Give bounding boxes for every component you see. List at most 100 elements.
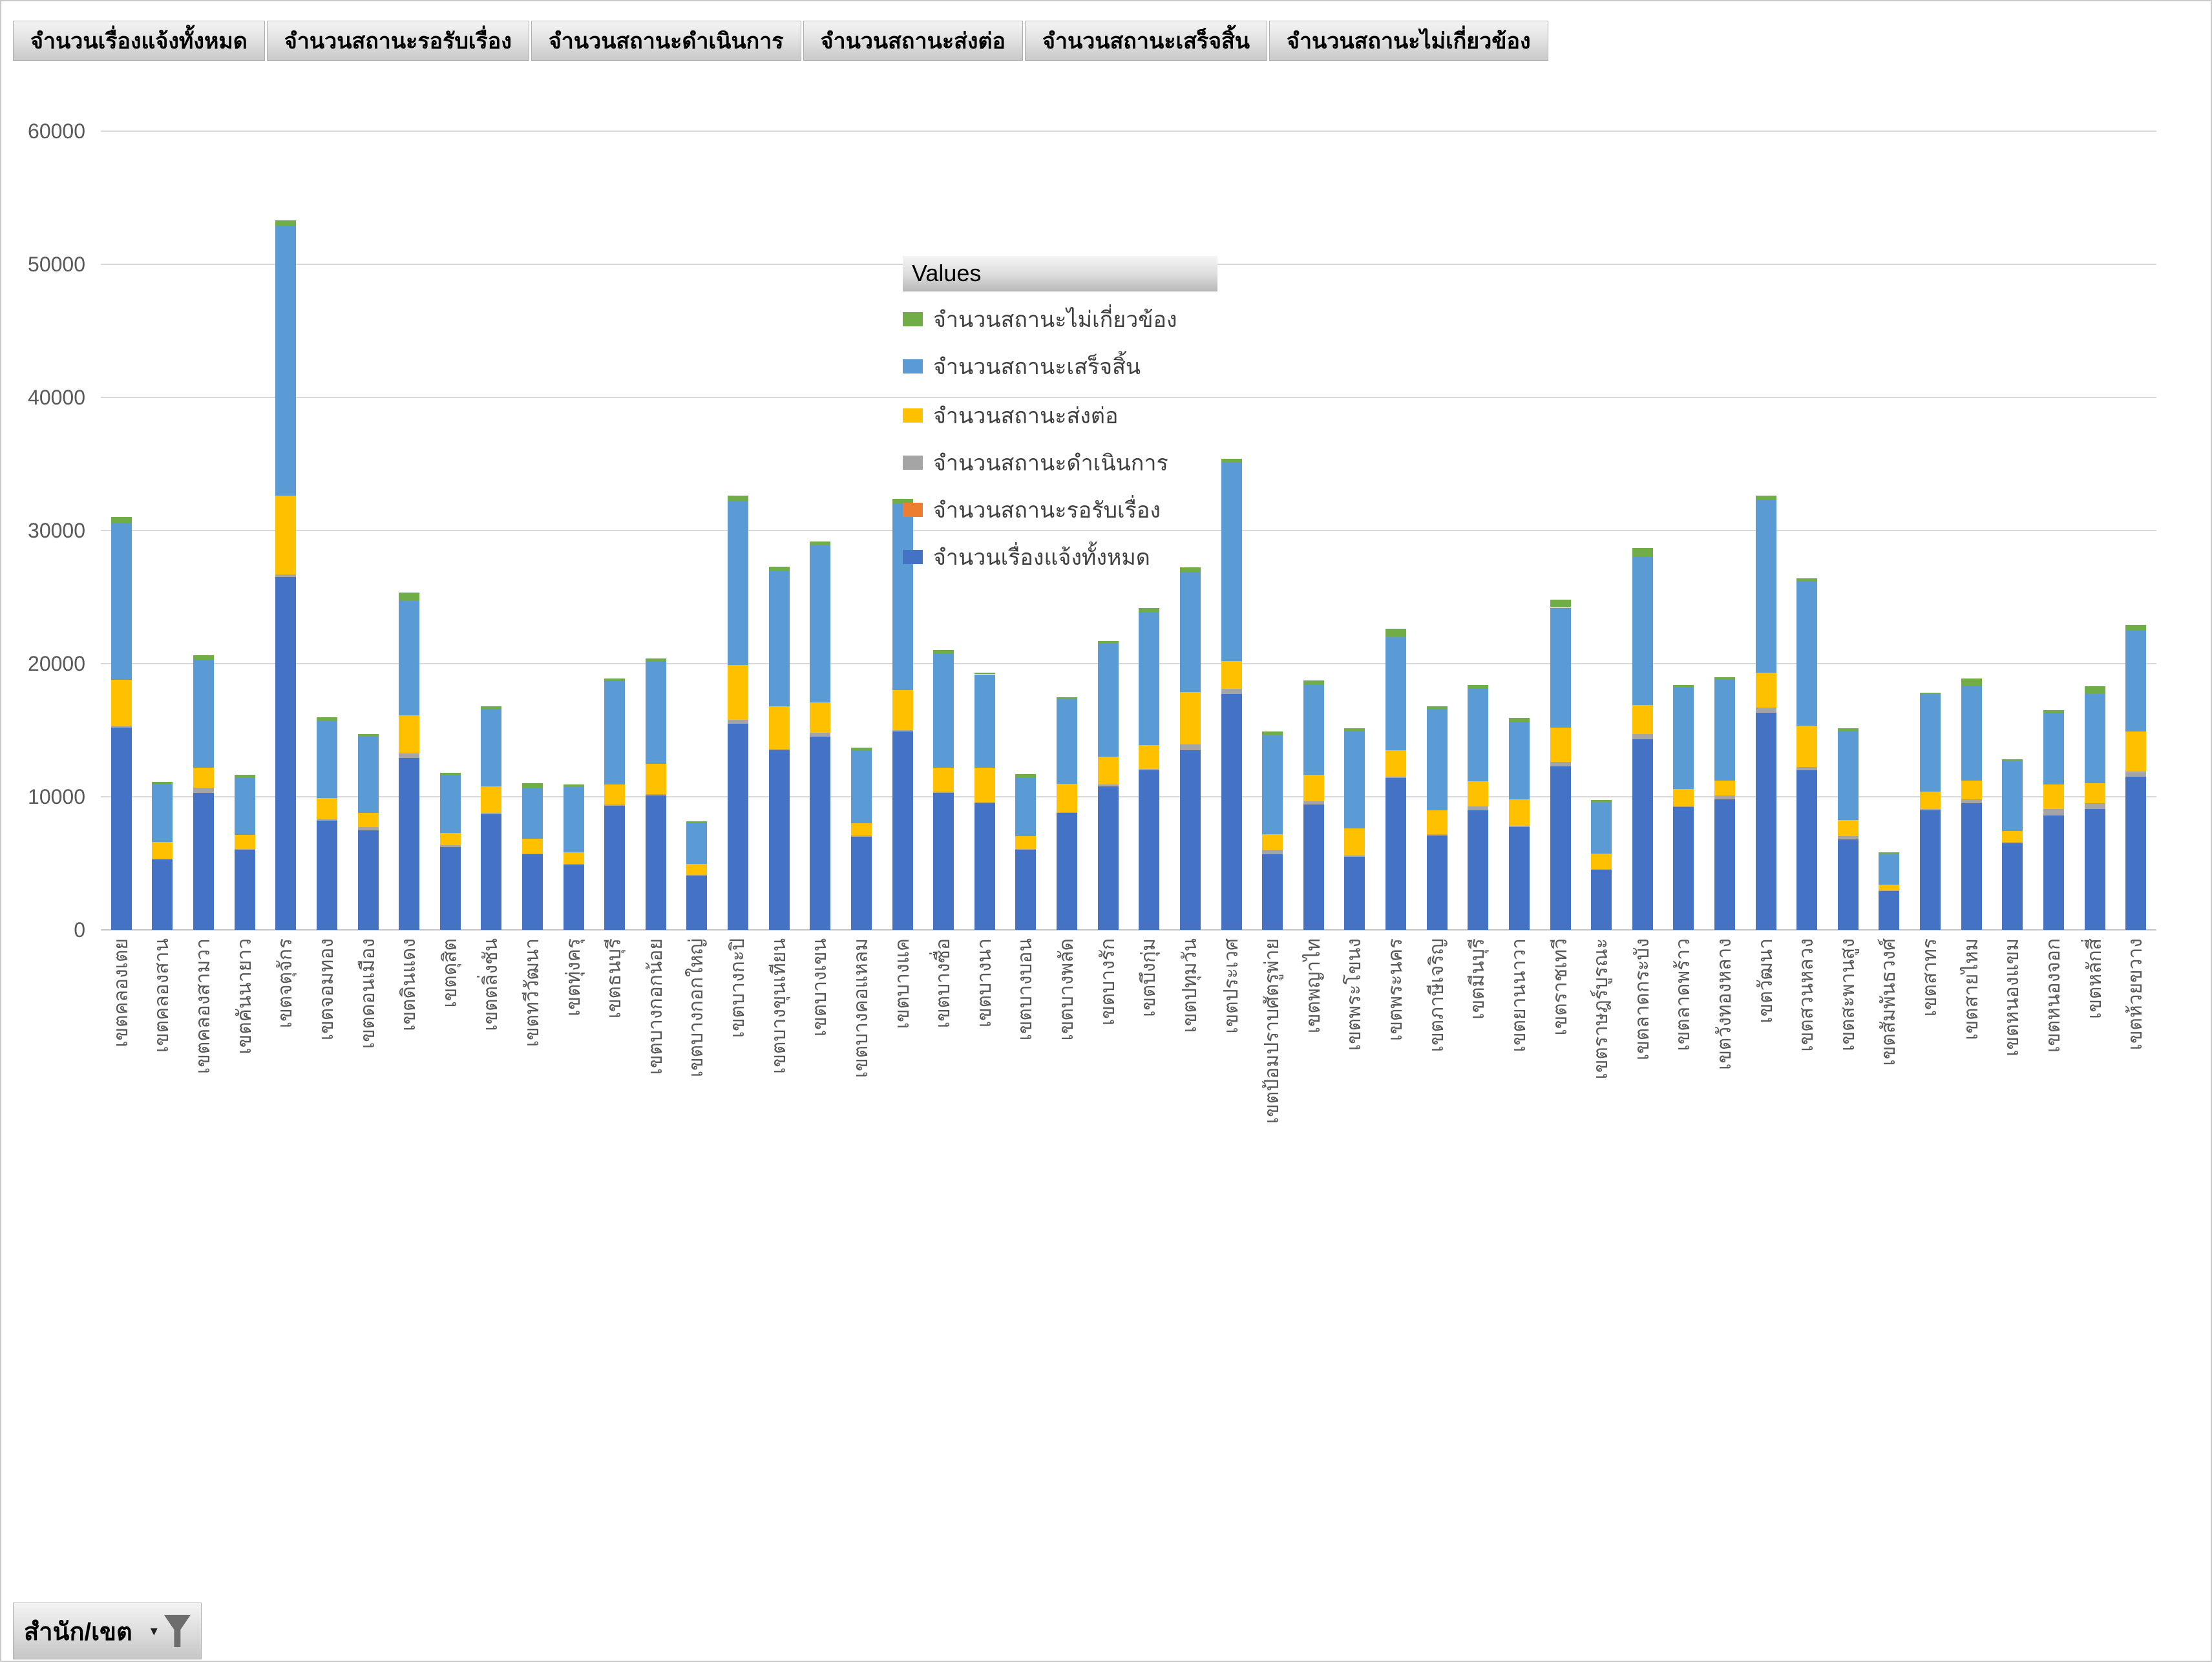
bar-segment-จำนวนสถานะส่งต่อ[interactable] bbox=[1673, 788, 1694, 806]
bar-segment-จำนวนสถานะเสร็จสิ้น[interactable] bbox=[1920, 694, 1941, 792]
bar-segment-จำนวนสถานะไม่เกี่ยวข้อง[interactable] bbox=[974, 673, 995, 675]
bar-segment-จำนวนเรื่องแจ้งทั้งหมด[interactable] bbox=[275, 577, 297, 930]
bar-segment-จำนวนสถานะเสร็จสิ้น[interactable] bbox=[1385, 636, 1407, 750]
bar-segment-จำนวนสถานะไม่เกี่ยวข้อง[interactable] bbox=[1673, 684, 1694, 688]
bar-segment-จำนวนสถานะเสร็จสิ้น[interactable] bbox=[1508, 722, 1530, 800]
bar-segment-จำนวนสถานะส่งต่อ[interactable] bbox=[1179, 692, 1201, 744]
bar-segment-จำนวนสถานะส่งต่อ[interactable] bbox=[645, 763, 666, 794]
bar-segment-จำนวนสถานะส่งต่อ[interactable] bbox=[1837, 820, 1859, 836]
bar-segment-จำนวนสถานะไม่เกี่ยวข้อง[interactable] bbox=[1961, 678, 1982, 687]
bar-segment-จำนวนเรื่องแจ้งทั้งหมด[interactable] bbox=[316, 821, 337, 930]
bar-segment-จำนวนสถานะดำเนินการ[interactable] bbox=[357, 827, 379, 830]
bar-segment-จำนวนสถานะเสร็จสิ้น[interactable] bbox=[1139, 611, 1160, 745]
bar-segment-จำนวนสถานะเสร็จสิ้น[interactable] bbox=[1426, 709, 1448, 810]
bar-segment-จำนวนเรื่องแจ้งทั้งหมด[interactable] bbox=[111, 727, 132, 930]
bar-segment-จำนวนสถานะเสร็จสิ้น[interactable] bbox=[1673, 688, 1694, 789]
bar-segment-จำนวนเรื่องแจ้งทั้งหมด[interactable] bbox=[1837, 839, 1859, 930]
bar-segment-จำนวนสถานะส่งต่อ[interactable] bbox=[1468, 781, 1489, 807]
bar-segment-จำนวนสถานะส่งต่อ[interactable] bbox=[2002, 830, 2023, 843]
bar-segment-จำนวนสถานะไม่เกี่ยวข้อง[interactable] bbox=[2002, 759, 2023, 762]
bar-segment-จำนวนสถานะดำเนินการ[interactable] bbox=[686, 874, 708, 876]
bar-segment-จำนวนสถานะเสร็จสิ้น[interactable] bbox=[1303, 684, 1324, 775]
bar-segment-จำนวนสถานะส่งต่อ[interactable] bbox=[2125, 731, 2147, 772]
bar-segment-จำนวนสถานะไม่เกี่ยวข้อง[interactable] bbox=[1508, 718, 1530, 722]
bar-segment-จำนวนสถานะดำเนินการ[interactable] bbox=[810, 733, 831, 737]
bar-segment-จำนวนเรื่องแจ้งทั้งหมด[interactable] bbox=[2084, 808, 2105, 930]
bar-segment-จำนวนสถานะดำเนินการ[interactable] bbox=[728, 719, 749, 724]
bar-segment-จำนวนสถานะดำเนินการ[interactable] bbox=[1262, 850, 1283, 854]
bar-segment-จำนวนเรื่องแจ้งทั้งหมด[interactable] bbox=[439, 847, 461, 930]
bar-segment-จำนวนสถานะไม่เกี่ยวข้อง[interactable] bbox=[316, 717, 337, 721]
bar-segment-จำนวนสถานะดำเนินการ[interactable] bbox=[439, 845, 461, 848]
bar-segment-จำนวนเรื่องแจ้งทั้งหมด[interactable] bbox=[2002, 843, 2023, 930]
bar-segment-จำนวนสถานะดำเนินการ[interactable] bbox=[275, 574, 297, 578]
bar-segment-จำนวนสถานะเสร็จสิ้น[interactable] bbox=[1221, 462, 1242, 661]
bar-segment-จำนวนสถานะส่งต่อ[interactable] bbox=[275, 496, 297, 574]
bar-segment-จำนวนสถานะเสร็จสิ้น[interactable] bbox=[2084, 694, 2105, 784]
bar-segment-จำนวนเรื่องแจ้งทั้งหมด[interactable] bbox=[1714, 799, 1735, 930]
bar-segment-จำนวนสถานะเสร็จสิ้น[interactable] bbox=[1262, 735, 1283, 834]
bar-segment-จำนวนสถานะไม่เกี่ยวข้อง[interactable] bbox=[768, 566, 790, 571]
bar-segment-จำนวนสถานะดำเนินการ[interactable] bbox=[1385, 777, 1407, 779]
bar-segment-จำนวนสถานะเสร็จสิ้น[interactable] bbox=[2125, 630, 2147, 732]
bar-segment-จำนวนเรื่องแจ้งทั้งหมด[interactable] bbox=[1221, 694, 1242, 930]
bar-segment-จำนวนสถานะดำเนินการ[interactable] bbox=[1796, 766, 1818, 770]
bar-segment-จำนวนสถานะไม่เกี่ยวข้อง[interactable] bbox=[481, 706, 502, 710]
bar-segment-จำนวนเรื่องแจ้งทั้งหมด[interactable] bbox=[563, 865, 584, 930]
bar-segment-จำนวนสถานะเสร็จสิ้น[interactable] bbox=[1632, 557, 1653, 705]
bar-segment-จำนวนสถานะส่งต่อ[interactable] bbox=[1879, 884, 1900, 891]
bar-segment-จำนวนสถานะไม่เกี่ยวข้อง[interactable] bbox=[1097, 641, 1119, 644]
bar-segment-จำนวนสถานะเสร็จสิ้น[interactable] bbox=[193, 659, 215, 768]
bar-segment-จำนวนสถานะดำเนินการ[interactable] bbox=[1920, 808, 1941, 810]
bar-segment-จำนวนสถานะดำเนินการ[interactable] bbox=[1303, 801, 1324, 805]
bar-segment-จำนวนเรื่องแจ้งทั้งหมด[interactable] bbox=[1468, 810, 1489, 930]
bar-segment-จำนวนสถานะดำเนินการ[interactable] bbox=[1550, 762, 1571, 766]
filter-button-office-district[interactable]: สำนัก/เขต ▾ bbox=[13, 1603, 202, 1659]
bar-segment-จำนวนสถานะส่งต่อ[interactable] bbox=[933, 767, 954, 792]
bar-segment-จำนวนสถานะดำเนินการ[interactable] bbox=[316, 819, 337, 821]
bar-segment-จำนวนสถานะส่งต่อ[interactable] bbox=[1714, 781, 1735, 795]
bar-segment-จำนวนสถานะเสร็จสิ้น[interactable] bbox=[399, 601, 420, 716]
field-button-unrelated[interactable]: จำนวนสถานะไม่เกี่ยวข้อง bbox=[1269, 21, 1548, 61]
bar-segment-จำนวนสถานะดำเนินการ[interactable] bbox=[1468, 806, 1489, 810]
bar-segment-จำนวนสถานะส่งต่อ[interactable] bbox=[1303, 775, 1324, 802]
bar-segment-จำนวนเรื่องแจ้งทั้งหมด[interactable] bbox=[933, 792, 954, 930]
bar-segment-จำนวนสถานะดำเนินการ[interactable] bbox=[111, 726, 132, 728]
bar-segment-จำนวนสถานะดำเนินการ[interactable] bbox=[1755, 708, 1776, 713]
bar-segment-จำนวนสถานะไม่เกี่ยวข้อง[interactable] bbox=[1179, 567, 1201, 573]
bar-segment-จำนวนสถานะดำเนินการ[interactable] bbox=[1097, 784, 1119, 786]
field-button-pending[interactable]: จำนวนสถานะรอรับเรื่อง bbox=[266, 21, 529, 61]
bar-segment-จำนวนเรื่องแจ้งทั้งหมด[interactable] bbox=[2125, 777, 2147, 930]
field-button-total[interactable]: จำนวนเรื่องแจ้งทั้งหมด bbox=[13, 21, 265, 61]
bar-segment-จำนวนสถานะดำเนินการ[interactable] bbox=[974, 802, 995, 804]
bar-segment-จำนวนสถานะดำเนินการ[interactable] bbox=[1879, 890, 1900, 892]
bar-segment-จำนวนสถานะไม่เกี่ยวข้อง[interactable] bbox=[1632, 547, 1653, 558]
bar-segment-จำนวนเรื่องแจ้งทั้งหมด[interactable] bbox=[850, 836, 872, 930]
bar-segment-จำนวนสถานะไม่เกี่ยวข้อง[interactable] bbox=[1303, 680, 1324, 684]
bar-segment-จำนวนสถานะดำเนินการ[interactable] bbox=[1426, 834, 1448, 836]
bar-segment-จำนวนสถานะไม่เกี่ยวข้อง[interactable] bbox=[1468, 684, 1489, 689]
bar-segment-จำนวนสถานะดำเนินการ[interactable] bbox=[1837, 836, 1859, 839]
bar-segment-จำนวนสถานะเสร็จสิ้น[interactable] bbox=[1879, 854, 1900, 885]
bar-segment-จำนวนสถานะส่งต่อ[interactable] bbox=[563, 852, 584, 865]
bar-segment-จำนวนสถานะไม่เกี่ยวข้อง[interactable] bbox=[193, 655, 215, 660]
bar-segment-จำนวนสถานะไม่เกี่ยวข้อง[interactable] bbox=[892, 498, 913, 504]
bar-segment-จำนวนสถานะดำเนินการ[interactable] bbox=[1221, 689, 1242, 695]
bar-segment-จำนวนสถานะเสร็จสิ้น[interactable] bbox=[1015, 777, 1037, 836]
bar-segment-จำนวนสถานะดำเนินการ[interactable] bbox=[563, 864, 584, 865]
bar-segment-จำนวนสถานะเสร็จสิ้น[interactable] bbox=[1755, 500, 1776, 673]
bar-segment-จำนวนสถานะส่งต่อ[interactable] bbox=[1961, 781, 1982, 800]
bar-segment-จำนวนสถานะไม่เกี่ยวข้อง[interactable] bbox=[850, 747, 872, 750]
bar-segment-จำนวนเรื่องแจ้งทั้งหมด[interactable] bbox=[1673, 807, 1694, 930]
bar-segment-จำนวนสถานะไม่เกี่ยวข้อง[interactable] bbox=[399, 592, 420, 602]
bar-segment-จำนวนเรื่องแจ้งทั้งหมด[interactable] bbox=[1632, 739, 1653, 930]
bar-segment-จำนวนสถานะส่งต่อ[interactable] bbox=[974, 767, 995, 803]
bar-segment-จำนวนสถานะดำเนินการ[interactable] bbox=[645, 794, 666, 795]
bar-segment-จำนวนสถานะไม่เกี่ยวข้อง[interactable] bbox=[2043, 710, 2064, 713]
bar-segment-จำนวนสถานะไม่เกี่ยวข้อง[interactable] bbox=[1920, 693, 1941, 695]
bar-segment-จำนวนสถานะดำเนินการ[interactable] bbox=[2084, 803, 2105, 809]
bar-segment-จำนวนสถานะดำเนินการ[interactable] bbox=[234, 849, 255, 850]
bar-segment-จำนวนสถานะไม่เกี่ยวข้อง[interactable] bbox=[1796, 578, 1818, 582]
bar-segment-จำนวนสถานะส่งต่อ[interactable] bbox=[1920, 791, 1941, 809]
bar-segment-จำนวนสถานะเสร็จสิ้น[interactable] bbox=[1344, 731, 1365, 829]
